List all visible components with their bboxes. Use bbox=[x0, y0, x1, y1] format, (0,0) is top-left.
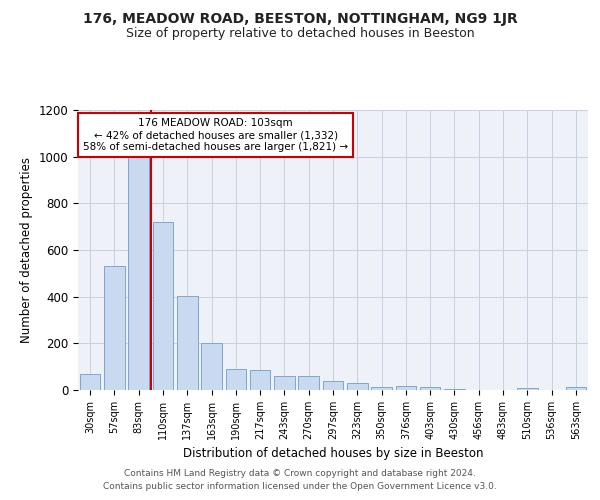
Bar bbox=[226, 369, 246, 390]
Bar bbox=[395, 386, 416, 390]
Y-axis label: Number of detached properties: Number of detached properties bbox=[20, 157, 33, 343]
Bar bbox=[566, 387, 586, 390]
Bar bbox=[371, 386, 392, 390]
Bar bbox=[152, 222, 173, 390]
Bar bbox=[323, 380, 343, 390]
Bar bbox=[128, 156, 149, 390]
Bar bbox=[517, 388, 538, 390]
Text: Contains HM Land Registry data © Crown copyright and database right 2024.: Contains HM Land Registry data © Crown c… bbox=[124, 468, 476, 477]
Text: 176, MEADOW ROAD, BEESTON, NOTTINGHAM, NG9 1JR: 176, MEADOW ROAD, BEESTON, NOTTINGHAM, N… bbox=[83, 12, 517, 26]
Bar bbox=[80, 374, 100, 390]
Bar bbox=[274, 376, 295, 390]
Text: 176 MEADOW ROAD: 103sqm
← 42% of detached houses are smaller (1,332)
58% of semi: 176 MEADOW ROAD: 103sqm ← 42% of detache… bbox=[83, 118, 348, 152]
X-axis label: Distribution of detached houses by size in Beeston: Distribution of detached houses by size … bbox=[183, 448, 483, 460]
Bar bbox=[104, 266, 125, 390]
Bar bbox=[201, 344, 222, 390]
Bar bbox=[420, 386, 440, 390]
Bar bbox=[298, 376, 319, 390]
Bar bbox=[444, 389, 465, 390]
Bar bbox=[347, 383, 368, 390]
Text: Contains public sector information licensed under the Open Government Licence v3: Contains public sector information licen… bbox=[103, 482, 497, 491]
Bar bbox=[250, 370, 271, 390]
Bar bbox=[177, 296, 197, 390]
Text: Size of property relative to detached houses in Beeston: Size of property relative to detached ho… bbox=[125, 28, 475, 40]
